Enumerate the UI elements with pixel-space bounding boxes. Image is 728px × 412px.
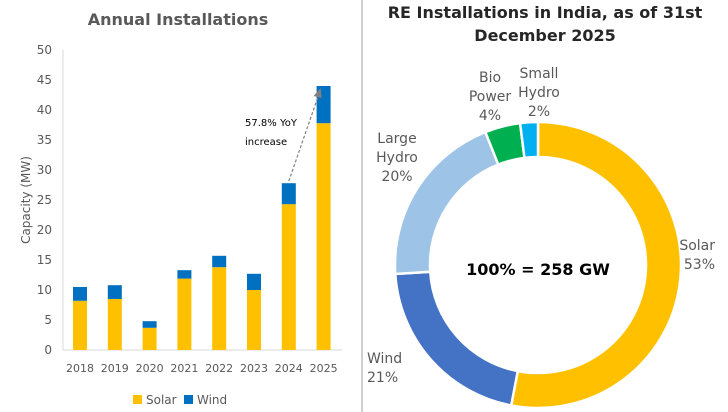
annotation-arrow-head <box>313 88 322 98</box>
legend-swatch-solar <box>133 395 142 404</box>
donut-label-pct: 4% <box>479 108 501 124</box>
bar-wind-2023 <box>247 273 261 290</box>
y-tick-label: 5 <box>44 313 52 327</box>
bar-solar-2023 <box>247 290 261 350</box>
y-tick-label: 30 <box>37 163 52 177</box>
x-tick-label: 2025 <box>310 362 338 375</box>
donut-label-pct: 2% <box>528 104 550 120</box>
x-tick-label: 2023 <box>240 362 268 375</box>
donut-label-name: Bio <box>479 70 501 86</box>
donut-label-name: Power <box>469 89 512 105</box>
y-tick-label: 35 <box>37 133 52 147</box>
bar-wind-2020 <box>142 321 157 328</box>
y-tick-label: 20 <box>37 223 52 237</box>
legend-swatch-wind <box>184 395 193 404</box>
donut-title-line2: December 2025 <box>474 26 615 45</box>
y-tick-label: 0 <box>44 343 52 357</box>
donut-label-pct: 53% <box>684 257 715 273</box>
legend-label-wind: Wind <box>197 393 227 407</box>
x-tick-label: 2024 <box>275 362 303 375</box>
legend-label-solar: Solar <box>146 393 177 407</box>
bar-wind-2022 <box>212 255 227 268</box>
y-tick-label: 50 <box>37 43 52 57</box>
donut-label-name: Wind <box>367 351 402 367</box>
donut-label-name: Hydro <box>518 85 560 101</box>
x-tick-label: 2021 <box>170 362 198 375</box>
y-tick-label: 45 <box>37 73 52 87</box>
y-tick-label: 25 <box>37 193 52 207</box>
x-tick-label: 2019 <box>101 362 129 375</box>
legend: Solar Wind <box>133 393 227 407</box>
annotation-line2: increase <box>245 137 287 148</box>
bar-solar-2022 <box>212 267 227 350</box>
annotation-arrow-line <box>288 94 320 182</box>
y-tick-label: 40 <box>37 103 52 117</box>
bar-wind-2019 <box>107 285 122 299</box>
donut-slice-wind <box>393 270 520 407</box>
bar-solar-2024 <box>281 204 296 350</box>
y-tick-label: 10 <box>37 283 52 297</box>
bar-wind-2018 <box>73 287 87 301</box>
x-tick-label: 2020 <box>136 362 164 375</box>
donut-slice-solar <box>509 120 683 410</box>
donut-label-pct: 20% <box>381 169 412 185</box>
bar-solar-2025 <box>316 123 331 350</box>
bar-solar-2020 <box>142 327 157 350</box>
bar-solar-2021 <box>177 278 192 350</box>
annotation-line1: 57.8% YoY <box>245 118 298 129</box>
bar-chart-title: Annual Installations <box>88 10 269 29</box>
y-tick-label: 15 <box>37 253 52 267</box>
donut-label-name: Large <box>377 131 416 147</box>
donut-label-name: Solar <box>679 238 715 254</box>
y-axis-label: Capacity (MW) <box>19 156 33 244</box>
donut-title-line1: RE Installations in India, as of 31st <box>388 3 703 22</box>
bar-solar-2018 <box>73 300 87 350</box>
x-tick-label: 2018 <box>66 362 94 375</box>
bar-solar-2019 <box>107 299 122 350</box>
donut-label-pct: 21% <box>367 370 398 386</box>
donut-label-name: Hydro <box>376 150 418 166</box>
donut-slice-small-hydro <box>518 120 540 160</box>
bar-wind-2024 <box>281 183 296 205</box>
x-tick-label: 2022 <box>205 362 233 375</box>
bar-wind-2021 <box>177 270 192 279</box>
donut-label-name: Small <box>520 66 559 82</box>
donut-center-label: 100% = 258 GW <box>466 260 610 279</box>
